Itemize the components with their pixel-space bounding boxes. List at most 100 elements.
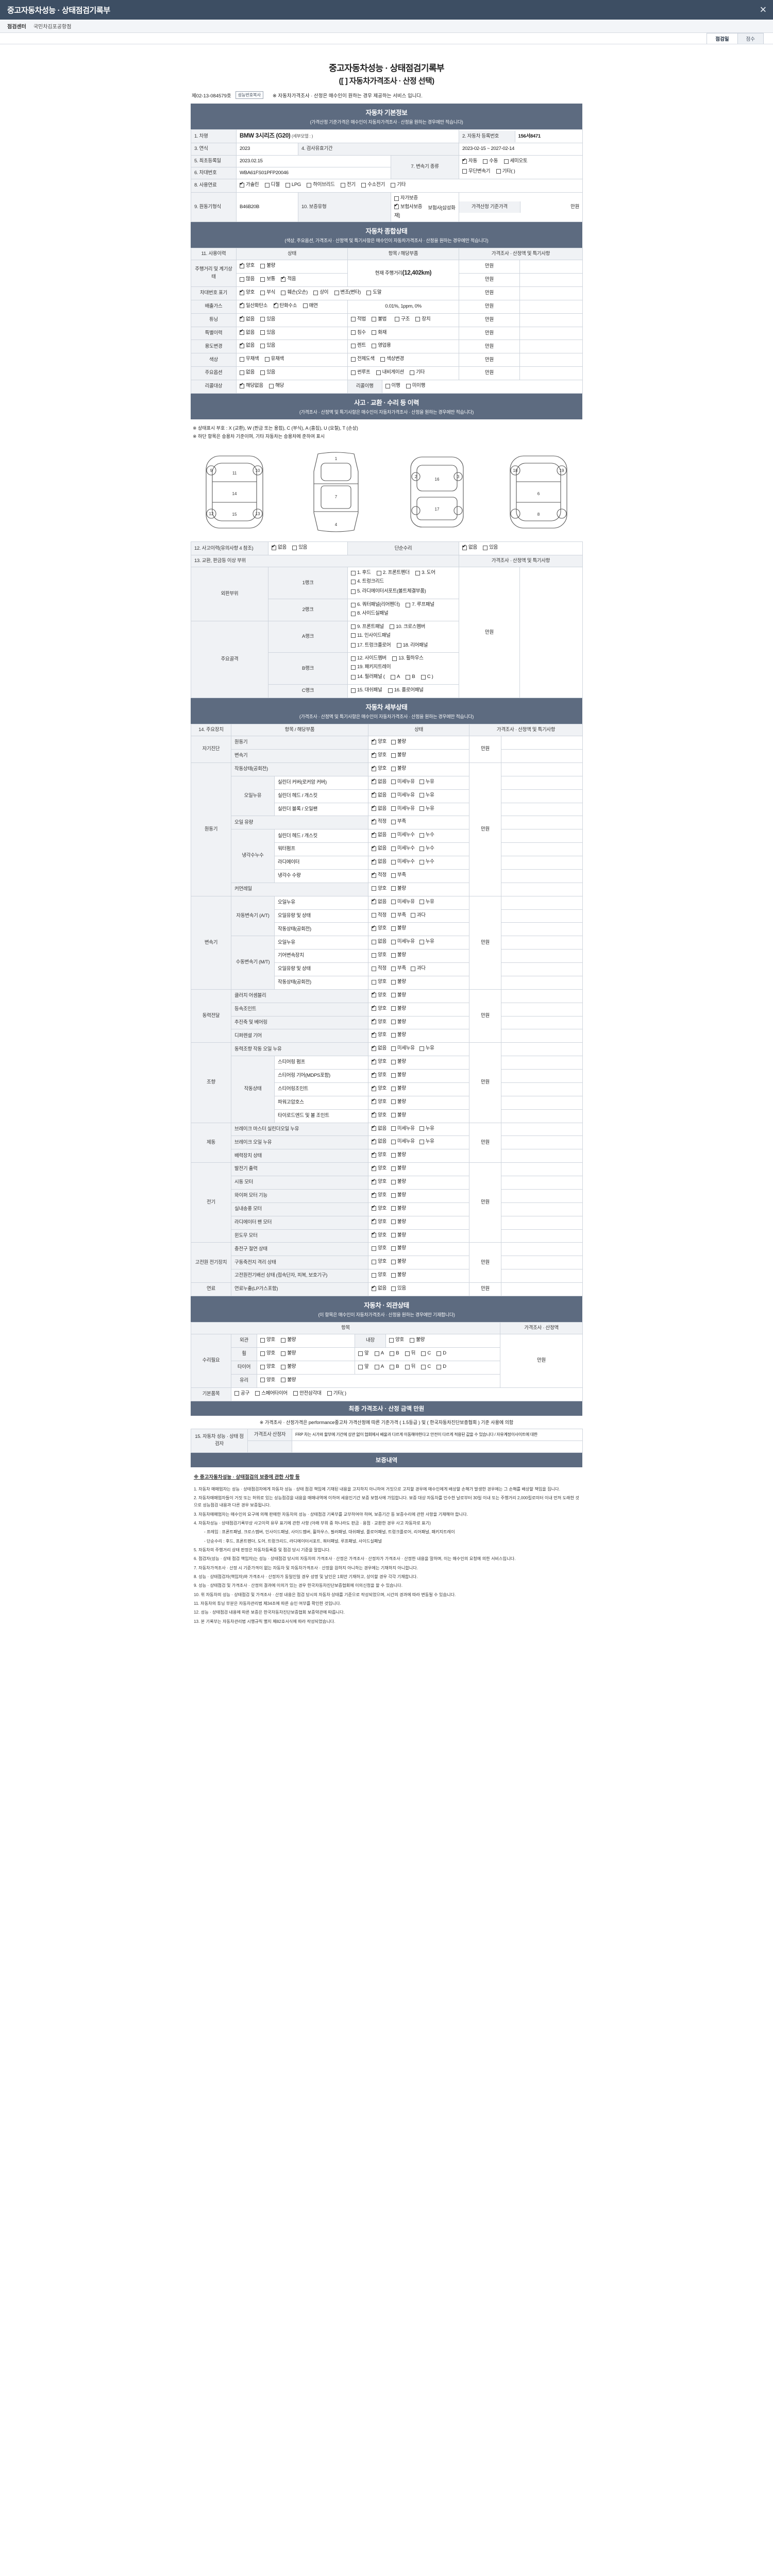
checkbox-타이로드엔드-및-볼-조인트-불량[interactable]: 불량 [391,1112,406,1119]
checkbox-wheel-rear-d[interactable]: D [436,1350,446,1357]
checkbox-배력장치-상태-양호[interactable]: 양호 [372,1151,386,1159]
checkbox-스티어링-기어-mdps포함-양호[interactable]: 양호 [372,1072,386,1079]
checkbox-usage-yes[interactable]: 있음 [260,342,275,349]
checkbox-구동축전지-격리-상태-양호[interactable]: 양호 [372,1258,386,1265]
checkbox-transmission-cvt[interactable]: 무단변속기 [462,168,491,175]
checkbox-part-hood[interactable]: 1. 후드 [351,569,371,577]
checkbox-동력조향-작동-오일-누유-누유[interactable]: 누유 [419,1045,434,1052]
checkbox-fuel-hydrogen[interactable]: 수소전기 [361,181,385,189]
checkbox-wheel-bad[interactable]: 불량 [281,1350,296,1357]
checkbox-tire-front-b[interactable]: B [390,1363,399,1370]
checkbox-파워고압호스-양호[interactable]: 양호 [372,1098,386,1106]
checkbox-glass-bad[interactable]: 불량 [281,1377,296,1384]
close-icon[interactable]: ✕ [759,5,767,15]
checkbox-기어변속장치-양호[interactable]: 양호 [372,952,386,959]
checkbox-fuel-gasoline[interactable]: 가솔린 [240,181,259,189]
checkbox-basic-spare-tire[interactable]: 스페어타이어 [255,1390,288,1397]
checkbox-part-rear-panel[interactable]: 18. 리어패널 [396,642,428,649]
tab-inspection-date[interactable]: 점검일 [707,33,738,44]
checkbox-실내송풍-모터-불량[interactable]: 불량 [391,1205,406,1212]
checkbox-구동축전지-격리-상태-불량[interactable]: 불량 [391,1258,406,1265]
checkbox-mileage-few[interactable]: 적음 [281,276,296,283]
checkbox-tire-front[interactable]: 앞 [358,1363,369,1370]
checkbox-tuning-device[interactable]: 장치 [415,316,431,323]
checkbox-part-front-fender[interactable]: 2. 프론트펜더 [376,569,410,577]
checkbox-emission-hc[interactable]: 탄화수소 [273,302,297,310]
checkbox-wheel-good[interactable]: 양호 [260,1350,275,1357]
checkbox-클러치-어셈블리-불량[interactable]: 불량 [391,992,406,999]
checkbox-브레이크-오일-누유-누유[interactable]: 누유 [419,1138,434,1145]
checkbox-오일누유-미세누유[interactable]: 미세누유 [391,899,415,906]
checkbox-part-trunk-lid[interactable]: 4. 트렁크리드 [351,578,384,585]
checkbox-option-yes[interactable]: 있음 [260,369,275,376]
checkbox-accident-none[interactable]: 없음 [272,544,287,551]
checkbox-basic-tools[interactable]: 공구 [234,1390,249,1397]
checkbox-기어변속장치-불량[interactable]: 불량 [391,952,406,959]
checkbox-작동상태-공회전-양호[interactable]: 양호 [372,925,386,932]
checkbox-오일누유-미세누유[interactable]: 미세누유 [391,938,415,945]
vehicle-view-right[interactable]: 18 19 6 8 [500,448,577,535]
checkbox-tire-good[interactable]: 양호 [260,1363,275,1370]
checkbox-추진축-및-베어링-불량[interactable]: 불량 [391,1019,406,1026]
checkbox-스티어링-기어-mdps포함-불량[interactable]: 불량 [391,1072,406,1079]
checkbox-실린더-헤드-개스킷-누유[interactable]: 누유 [419,792,434,799]
checkbox-작동상태-공회전-양호[interactable]: 양호 [372,978,386,986]
checkbox-실린더-커버-로커암-커버-미세누유[interactable]: 미세누유 [391,778,415,786]
checkbox-동력조향-작동-오일-누유-없음[interactable]: 없음 [372,1045,386,1052]
vehicle-view-top[interactable]: 1 7 4 [297,448,375,535]
checkbox-실내송풍-모터-양호[interactable]: 양호 [372,1205,386,1212]
checkbox-브레이크-마스터-실린더오일-누유-없음[interactable]: 없음 [372,1125,386,1132]
checkbox-warranty-insurer[interactable]: 보험사보증 [394,203,423,211]
checkbox-simple-repair-none[interactable]: 없음 [462,544,477,551]
checkbox-transmission-semiauto[interactable]: 세미오토 [503,158,528,165]
checkbox-클러치-어셈블리-양호[interactable]: 양호 [372,991,386,999]
checkbox-part-side-member[interactable]: 12. 사이드멤버 [351,655,386,662]
checkbox-transmission-manual[interactable]: 수동 [483,158,498,165]
checkbox-tuning-none[interactable]: 없음 [240,315,255,323]
checkbox-emission-co[interactable]: 일산화탄소 [240,302,268,310]
checkbox-vin-damage[interactable]: 훼손(오손) [281,289,308,296]
checkbox-워터펌프-미세누수[interactable]: 미세누수 [391,845,415,852]
checkbox-wheel-rear[interactable]: 뒤 [405,1350,415,1357]
checkbox-작동상태-공회전-양호[interactable]: 양호 [372,765,386,772]
checkbox-wheel-front[interactable]: 앞 [358,1350,369,1357]
checkbox-usage-commercial[interactable]: 영업용 [372,342,391,349]
checkbox-브레이크-마스터-실린더오일-누유-미세누유[interactable]: 미세누유 [391,1125,415,1132]
checkbox-스티어링-펌프-양호[interactable]: 양호 [372,1058,386,1065]
checkbox-실린더-커버-로커암-커버-누유[interactable]: 누유 [419,778,434,786]
checkbox-special-yes[interactable]: 있음 [260,329,275,336]
checkbox-recall-applicable[interactable]: 해당 [269,382,284,389]
checkbox-오일누유-누유[interactable]: 누유 [419,899,434,906]
checkbox-vin-good[interactable]: 양호 [240,289,255,296]
checkbox-오일유량-및-상태-과다[interactable]: 과다 [410,912,426,919]
checkbox-part-dash-panel[interactable]: 15. 대쉬패널 [351,687,382,694]
checkbox-part-cross-member[interactable]: 10. 크로스멤버 [390,623,425,631]
copy-performance-number-button[interactable]: 성능번호복사 [235,91,263,99]
checkbox-vin-corrosion[interactable]: 부식 [260,289,275,296]
checkbox-작동상태-공회전-불량[interactable]: 불량 [391,925,406,932]
checkbox-원동기-불량[interactable]: 불량 [391,738,406,745]
checkbox-interior-bad[interactable]: 불량 [410,1336,425,1344]
checkbox-배력장치-상태-불량[interactable]: 불량 [391,1151,406,1159]
checkbox-basic-triangle[interactable]: 안전삼각대 [293,1390,322,1397]
checkbox-color-fullpaint[interactable]: 전체도색 [351,355,375,363]
checkbox-warranty-self[interactable]: 자가보증 [394,195,418,202]
checkbox-option-navigation[interactable]: 내비게이션 [376,369,404,376]
checkbox-special-none[interactable]: 없음 [240,329,255,336]
checkbox-원동기-양호[interactable]: 양호 [372,738,386,745]
checkbox-와이퍼-모터-기능-양호[interactable]: 양호 [372,1192,386,1199]
checkbox-part-roof-panel[interactable]: 7. 루프패널 [406,601,434,608]
checkbox-glass-good[interactable]: 양호 [260,1377,275,1384]
checkbox-충전구-절연-상태-불량[interactable]: 불량 [391,1245,406,1252]
checkbox-브레이크-마스터-실린더오일-누유-누유[interactable]: 누유 [419,1125,434,1132]
checkbox-시동-모터-양호[interactable]: 양호 [372,1178,386,1185]
checkbox-tuning-structure[interactable]: 구조 [395,316,410,323]
checkbox-라디에이터-미세누수[interactable]: 미세누수 [391,858,415,866]
checkbox-transmission-auto[interactable]: 자동 [462,158,477,165]
checkbox-tire-rear[interactable]: 뒤 [405,1363,415,1370]
checkbox-디퍼렌셜-기어-불량[interactable]: 불량 [391,1031,406,1039]
checkbox-exterior-bad[interactable]: 불량 [281,1336,296,1344]
checkbox-emission-smoke[interactable]: 매연 [303,302,318,310]
checkbox-냉각수-수량-부족[interactable]: 부족 [391,872,406,879]
checkbox-발전기-출력-불량[interactable]: 불량 [391,1165,406,1172]
